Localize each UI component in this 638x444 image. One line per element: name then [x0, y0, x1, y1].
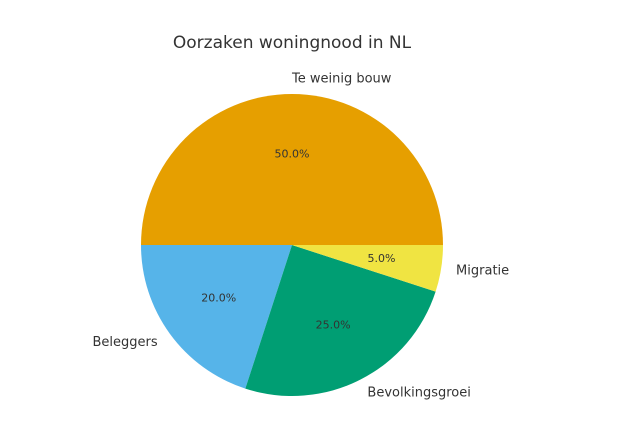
slice-label: Beleggers [92, 335, 157, 350]
value-label: 50.0% [275, 147, 310, 160]
pie-slice [292, 245, 444, 292]
pie-slice [245, 245, 436, 396]
chart-title: Oorzaken woningnood in NL [173, 33, 412, 53]
slice-label: Bevolkingsgroei [367, 385, 470, 400]
value-label: 5.0% [368, 252, 396, 265]
pie-slice [141, 94, 443, 245]
slice-label: Migratie [456, 263, 509, 278]
value-label: 20.0% [201, 291, 236, 304]
pie-slice [141, 245, 292, 389]
value-label: 25.0% [316, 319, 351, 332]
slice-label: Te weinig bouw [291, 71, 392, 86]
